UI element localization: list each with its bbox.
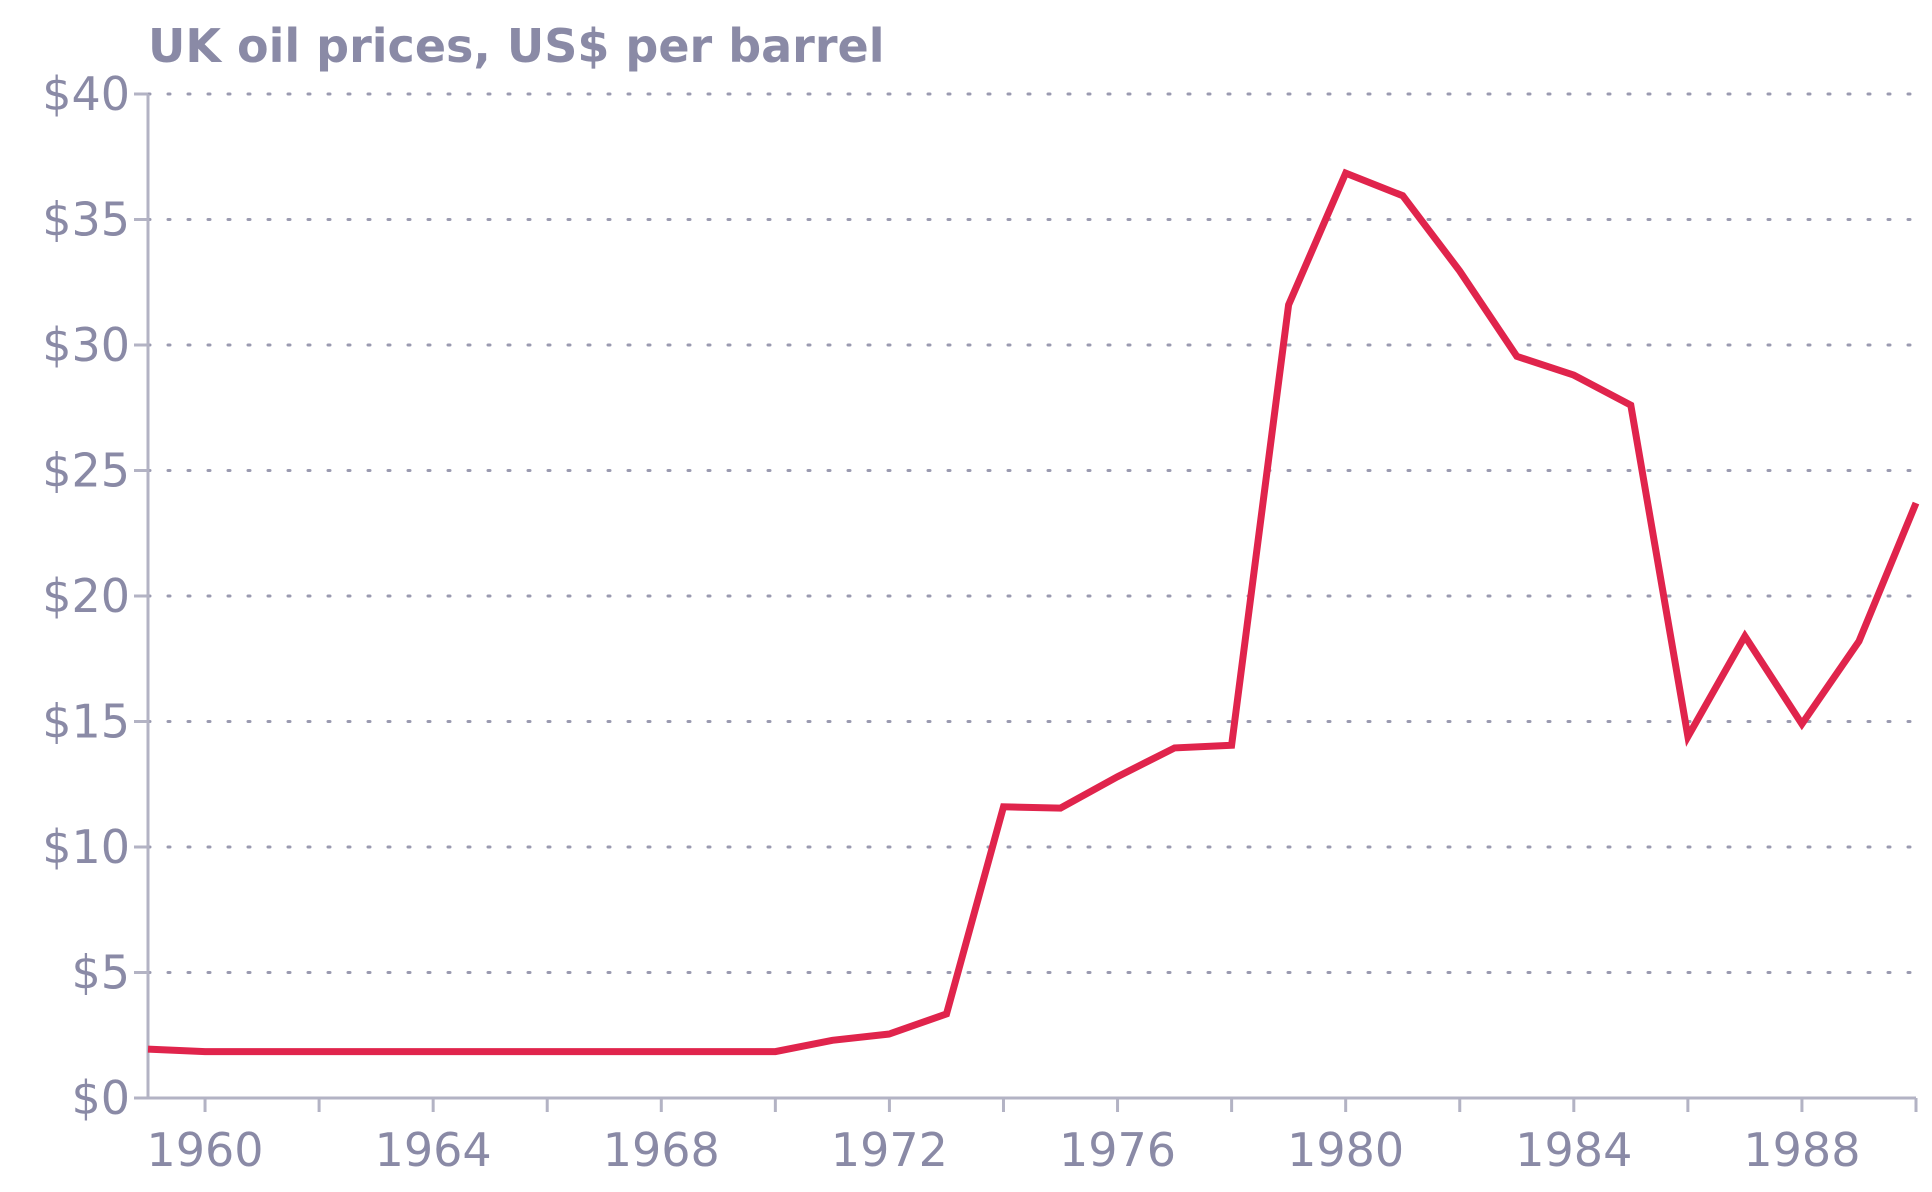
y-tick-label: $20 <box>42 569 130 623</box>
y-tick-label: $15 <box>42 695 130 749</box>
y-tick-label: $30 <box>42 318 130 372</box>
y-tick-label: $0 <box>71 1071 130 1125</box>
series-layer <box>147 168 1920 1056</box>
x-tick-label: 1968 <box>603 1123 720 1177</box>
y-tick-label: $40 <box>42 67 130 121</box>
x-tick-label: 1964 <box>375 1123 492 1177</box>
y-tick-label: $10 <box>42 820 130 874</box>
x-tick-label: 1976 <box>1059 1123 1176 1177</box>
x-tick-label: 1980 <box>1287 1123 1404 1177</box>
series-line <box>147 168 1920 1056</box>
x-tick-label: 1960 <box>146 1123 263 1177</box>
y-tick-label: $5 <box>71 946 130 1000</box>
y-tick-label: $25 <box>42 444 130 498</box>
x-tick-label: 1984 <box>1515 1123 1632 1177</box>
chart-title: UK oil prices, US$ per barrel <box>148 19 885 73</box>
x-tick-labels: 1960 1964 1968 1972 1976 1980 1984 1988 <box>146 1123 1860 1177</box>
axis-layer <box>134 92 1918 1112</box>
y-tick-labels: $0 $5 $10 $15 $20 $25 $30 $35 $40 <box>42 67 130 1125</box>
y-tick-label: $35 <box>42 193 130 247</box>
x-tick-label: 1988 <box>1743 1123 1860 1177</box>
x-tick-label: 1972 <box>831 1123 948 1177</box>
